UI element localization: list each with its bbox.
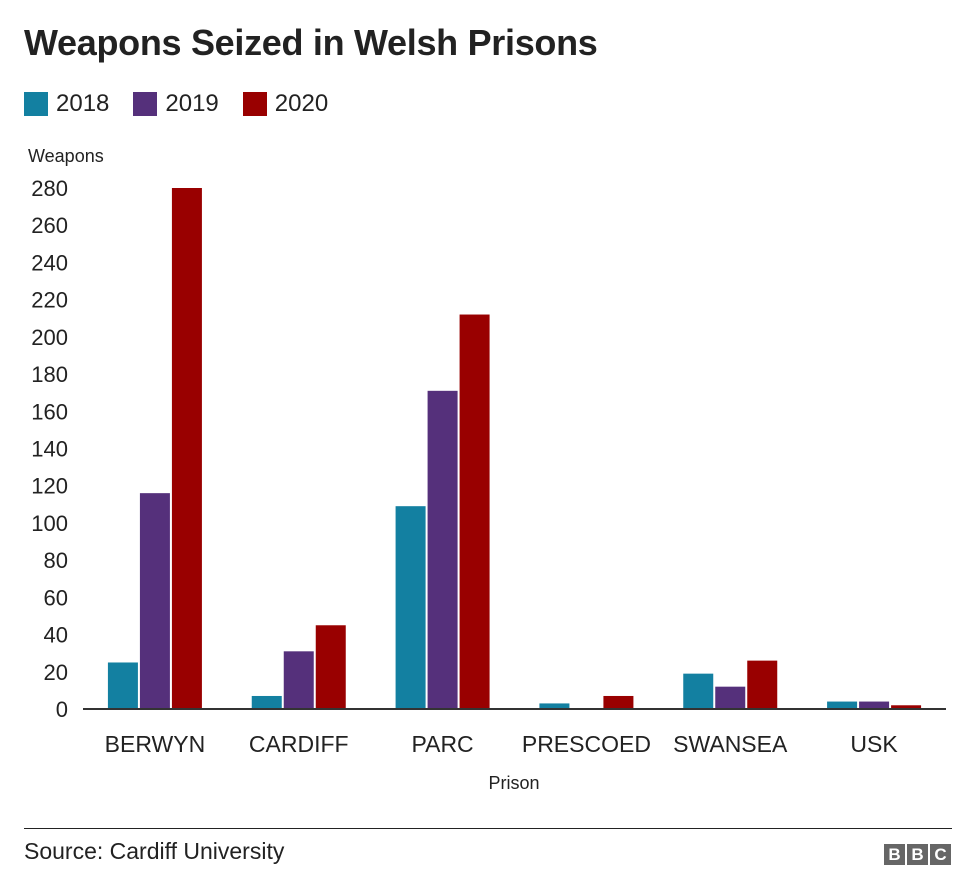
x-tick-label: SWANSEA xyxy=(673,731,788,757)
legend-label-2018: 2018 xyxy=(56,90,110,117)
bar-swansea-2018 xyxy=(683,673,714,709)
y-tick-label: 100 xyxy=(31,511,68,536)
bar-berwyn-2018 xyxy=(107,662,138,709)
bar-usk-2018 xyxy=(827,701,858,709)
legend-item-2020: 2020 xyxy=(242,90,329,118)
bar-parc-2019 xyxy=(427,390,458,709)
legend-swatch-2020 xyxy=(242,92,267,116)
legend: 2018 2019 2020 xyxy=(24,90,352,118)
legend-item-2019: 2019 xyxy=(133,90,219,118)
y-tick-label: 240 xyxy=(31,250,68,275)
x-tick-label: BERWYN xyxy=(105,731,206,757)
bar-berwyn-2019 xyxy=(139,493,170,709)
bar-cardiff-2020 xyxy=(315,625,346,709)
y-tick-label: 80 xyxy=(44,548,68,573)
bar-swansea-2020 xyxy=(747,660,778,709)
x-axis-label: Prison xyxy=(488,773,539,793)
x-tick-label: CARDIFF xyxy=(249,731,349,757)
bar-prescoed-2018 xyxy=(539,703,570,709)
y-tick-label: 260 xyxy=(31,213,68,238)
bar-parc-2020 xyxy=(459,314,490,709)
bar-swansea-2019 xyxy=(715,686,746,709)
chart-title: Weapons Seized in Welsh Prisons xyxy=(24,22,598,63)
x-tick-label: PRESCOED xyxy=(522,731,651,757)
legend-swatch-2019 xyxy=(133,92,158,116)
bar-prescoed-2020 xyxy=(603,695,634,709)
y-tick-label: 160 xyxy=(31,399,68,424)
y-tick-label: 180 xyxy=(31,362,68,387)
y-tick-labels: 0 20 40 60 80 100 120 140 160 180 200 220 240 260 280 xyxy=(31,176,68,722)
x-tick-label: USK xyxy=(850,731,898,757)
y-tick-label: 60 xyxy=(44,585,68,610)
bar-usk-2020 xyxy=(891,705,922,709)
source-note: Source: Cardiff University xyxy=(24,838,285,864)
bar-cardiff-2018 xyxy=(251,695,282,709)
y-tick-label: 140 xyxy=(31,437,68,462)
y-tick-label: 280 xyxy=(31,176,68,201)
bar-chart: Weapons Prison 0 20 40 60 80 100 120 140 160 180 2… xyxy=(28,146,946,793)
bar-parc-2018 xyxy=(395,506,426,709)
legend-label-2019: 2019 xyxy=(165,90,219,117)
y-tick-label: 220 xyxy=(31,288,68,313)
y-tick-label: 120 xyxy=(31,474,68,499)
legend-label-2020: 2020 xyxy=(274,90,329,117)
footer-divider xyxy=(24,828,952,829)
y-axis-label: Weapons xyxy=(28,146,104,166)
x-tick-label: PARC xyxy=(411,731,473,757)
legend-swatch-2018 xyxy=(24,92,48,116)
bbc-logo-letter: B xyxy=(884,844,905,865)
y-tick-label: 0 xyxy=(56,697,68,722)
y-tick-label: 20 xyxy=(44,660,68,685)
bar-cardiff-2019 xyxy=(283,651,314,709)
bbc-logo-letter: C xyxy=(930,844,951,865)
bbc-logo-letter: B xyxy=(907,844,928,865)
bar-usk-2019 xyxy=(859,701,890,709)
bbc-logo: B B C xyxy=(882,844,951,865)
x-tick-labels: BERWYN CARDIFF PARC PRESCOED SWANSEA USK xyxy=(105,731,899,757)
y-tick-label: 200 xyxy=(31,325,68,350)
y-tick-label: 40 xyxy=(44,623,68,648)
legend-item-2018: 2018 xyxy=(24,90,109,118)
bar-berwyn-2020 xyxy=(171,188,202,709)
bars xyxy=(107,188,922,709)
